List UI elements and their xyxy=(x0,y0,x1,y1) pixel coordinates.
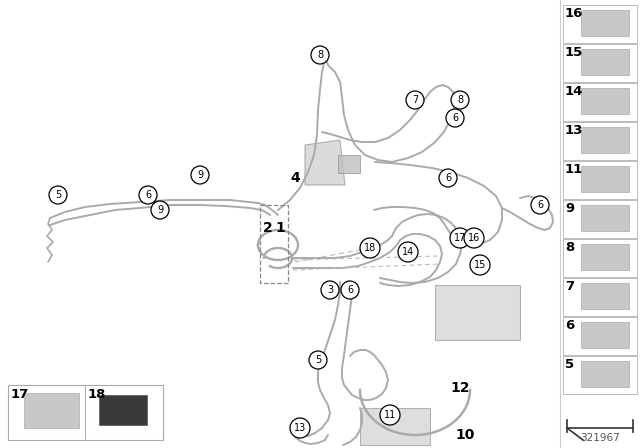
Text: 6: 6 xyxy=(145,190,151,200)
Polygon shape xyxy=(435,285,520,340)
Text: 1: 1 xyxy=(275,221,285,235)
Bar xyxy=(563,317,637,355)
Text: 6: 6 xyxy=(452,113,458,123)
Text: 9: 9 xyxy=(565,202,574,215)
Text: 13: 13 xyxy=(294,423,306,433)
Bar xyxy=(581,166,629,192)
Circle shape xyxy=(321,281,339,299)
Bar xyxy=(563,44,637,82)
Bar xyxy=(260,205,288,283)
Text: 5: 5 xyxy=(565,358,574,371)
Circle shape xyxy=(360,238,380,258)
Text: 11: 11 xyxy=(384,410,396,420)
Bar xyxy=(581,127,629,153)
Circle shape xyxy=(406,91,424,109)
Text: 6: 6 xyxy=(445,173,451,183)
Bar xyxy=(581,283,629,309)
Bar xyxy=(563,200,637,238)
Text: 2: 2 xyxy=(263,221,273,235)
Bar xyxy=(563,239,637,277)
Bar xyxy=(581,88,629,114)
Circle shape xyxy=(341,281,359,299)
Bar xyxy=(24,393,79,428)
Circle shape xyxy=(470,255,490,275)
Text: 16: 16 xyxy=(468,233,480,243)
Text: 4: 4 xyxy=(290,171,300,185)
Text: 9: 9 xyxy=(197,170,203,180)
Text: 8: 8 xyxy=(317,50,323,60)
Text: 16: 16 xyxy=(565,7,584,20)
Text: 7: 7 xyxy=(412,95,418,105)
Text: 15: 15 xyxy=(565,46,583,59)
Text: 14: 14 xyxy=(565,85,584,98)
Text: 5: 5 xyxy=(55,190,61,200)
Text: 17: 17 xyxy=(11,388,29,401)
Circle shape xyxy=(380,405,400,425)
Bar xyxy=(581,49,629,75)
Text: 9: 9 xyxy=(157,205,163,215)
Bar xyxy=(581,205,629,231)
Circle shape xyxy=(398,242,418,262)
Text: 8: 8 xyxy=(565,241,574,254)
Circle shape xyxy=(139,186,157,204)
Text: 6: 6 xyxy=(537,200,543,210)
Text: 14: 14 xyxy=(402,247,414,257)
Bar xyxy=(563,161,637,199)
Circle shape xyxy=(446,109,464,127)
Circle shape xyxy=(49,186,67,204)
Text: 6: 6 xyxy=(347,285,353,295)
Text: 11: 11 xyxy=(565,163,583,176)
Text: 321967: 321967 xyxy=(580,433,620,443)
Bar xyxy=(99,395,147,425)
Circle shape xyxy=(311,46,329,64)
Circle shape xyxy=(439,169,457,187)
Bar xyxy=(563,356,637,394)
Text: 15: 15 xyxy=(474,260,486,270)
Circle shape xyxy=(464,228,484,248)
Bar xyxy=(338,155,360,173)
Text: 3: 3 xyxy=(327,285,333,295)
Text: 12: 12 xyxy=(451,381,470,395)
Bar xyxy=(581,361,629,387)
Bar xyxy=(581,322,629,348)
Bar xyxy=(581,10,629,36)
Circle shape xyxy=(191,166,209,184)
Text: 8: 8 xyxy=(457,95,463,105)
Circle shape xyxy=(151,201,169,219)
Polygon shape xyxy=(305,140,345,185)
Text: 18: 18 xyxy=(364,243,376,253)
Bar xyxy=(581,244,629,270)
Text: 6: 6 xyxy=(565,319,574,332)
Polygon shape xyxy=(360,408,430,445)
Text: 13: 13 xyxy=(565,124,584,137)
Text: 18: 18 xyxy=(88,388,106,401)
Circle shape xyxy=(290,418,310,438)
Circle shape xyxy=(309,351,327,369)
Circle shape xyxy=(531,196,549,214)
Bar xyxy=(8,385,163,440)
Bar xyxy=(563,278,637,316)
Text: 17: 17 xyxy=(454,233,466,243)
Circle shape xyxy=(450,228,470,248)
Text: 5: 5 xyxy=(315,355,321,365)
Text: 7: 7 xyxy=(565,280,574,293)
Bar xyxy=(563,122,637,160)
Bar xyxy=(563,83,637,121)
Circle shape xyxy=(451,91,469,109)
Bar xyxy=(563,5,637,43)
Text: 10: 10 xyxy=(455,428,475,442)
